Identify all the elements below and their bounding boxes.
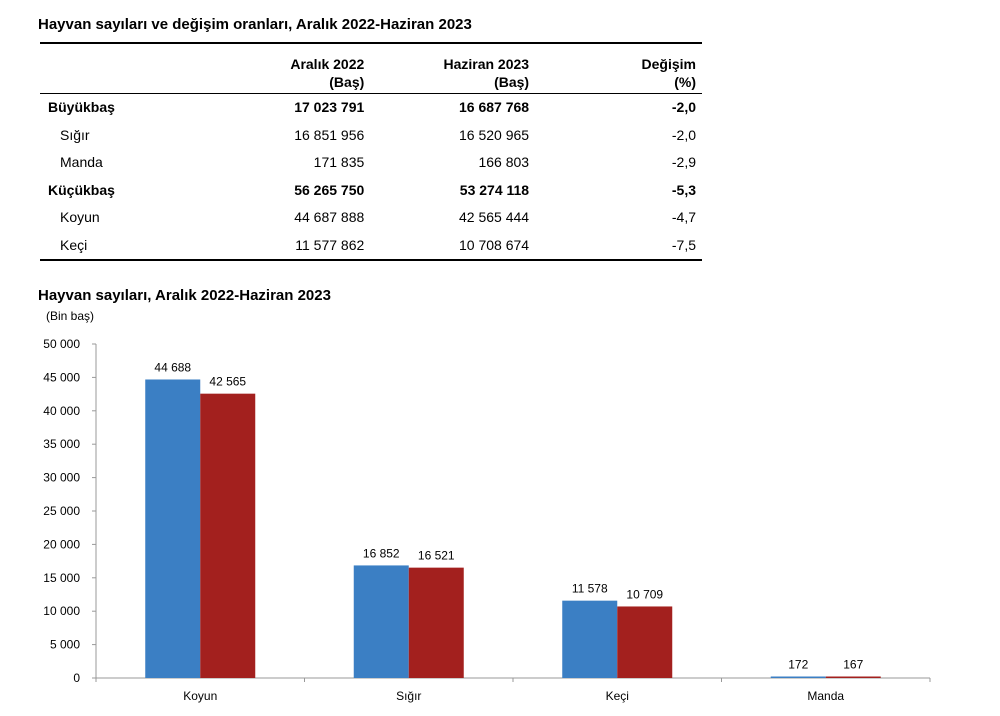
bar-value-label: 11 578 [572,582,608,596]
row-jun-2023: 10 708 674 [459,236,530,253]
header-change: Değişim (%) [535,43,702,94]
livestock-table: Aralık 2022 (Baş) Haziran 2023 (Baş) Değiş… [40,42,702,261]
row-name: Küçükbaş [48,181,115,198]
y-tick-label: 0 [73,671,80,685]
row-change: -2,0 [671,126,696,143]
row-dec-2022: 11 577 862 [295,236,365,253]
row-name: Sığır [60,126,90,143]
row-dec-2022: 171 835 [313,154,365,171]
header-jun-2023: Haziran 2023 (Baş) [370,43,536,94]
row-dec-2022: 56 265 750 [294,181,365,198]
row-change: -2,0 [671,99,696,116]
row-name: Büyükbaş [48,99,115,116]
bar [825,676,881,678]
row-change: -4,7 [671,209,696,226]
bar [562,600,618,678]
x-tick-label: Keçi [606,689,629,703]
y-tick-label: 50 000 [43,337,80,351]
row-dec-2022: 44 687 888 [294,209,365,226]
table-row: Manda 171 835 166 803 -2,9 [40,149,702,177]
y-tick-label: 25 000 [43,504,80,518]
bar [408,567,464,678]
row-name: Keçi [60,236,88,253]
table-row: Sığır 16 851 956 16 520 965 -2,0 [40,121,702,149]
bar-value-label: 172 [788,658,808,672]
table-row: Küçükbaş 56 265 750 53 274 118 -5,3 [40,176,702,204]
table-row: Keçi 11 577 862 10 708 674 -7,5 [40,231,702,260]
row-name: Koyun [60,209,100,226]
chart-title: Hayvan sayıları, Aralık 2022-Haziran 202… [38,287,331,304]
row-change: -7,5 [671,236,696,253]
bar-value-label: 16 852 [363,546,400,560]
table-row: Büyükbaş 17 023 791 16 687 768 -2,0 [40,93,702,121]
x-tick-label: Manda [807,689,844,703]
row-change: -2,9 [671,154,696,171]
header-dec-2022: Aralık 2022 (Baş) [239,43,371,94]
y-axis-label: (Bin baş) [46,309,94,323]
row-name: Manda [60,154,103,171]
bar-value-label: 44 688 [154,360,191,374]
table-row: Koyun 44 687 888 42 565 444 -4,7 [40,204,702,232]
row-dec-2022: 16 851 956 [294,126,365,143]
row-change: -5,3 [671,181,696,198]
bar-value-label: 42 565 [209,375,246,389]
row-jun-2023: 16 520 965 [459,126,530,143]
bar-chart: (Bin baş) 0 5 000 10 000 15 000 20 000 25 000 3… [43,309,931,703]
bar-value-label: 16 521 [418,549,455,563]
y-tick-label: 5 000 [50,638,80,652]
bar [145,379,201,678]
bar [617,606,673,678]
table-title: Hayvan sayıları ve değişim oranları, Ara… [38,16,472,33]
bar [353,565,409,678]
bar-value-label: 10 709 [626,587,663,601]
y-tick-label: 20 000 [43,537,80,551]
y-tick-label: 35 000 [43,437,80,451]
x-tick-label: Sığır [396,689,421,703]
table-header-row: Aralık 2022 (Baş) Haziran 2023 (Baş) Değiş… [40,43,702,94]
y-tick-label: 40 000 [43,404,80,418]
x-tick-label: Koyun [183,689,217,703]
y-tick-label: 45 000 [43,370,80,384]
row-jun-2023: 16 687 768 [459,99,530,116]
bar [770,676,826,678]
header-name [40,43,240,94]
y-tick-label: 30 000 [43,471,80,485]
row-dec-2022: 17 023 791 [294,99,365,116]
bar [200,393,256,678]
row-jun-2023: 42 565 444 [459,209,530,226]
row-jun-2023: 166 803 [478,154,530,171]
row-jun-2023: 53 274 118 [459,181,530,198]
y-tick-label: 15 000 [43,571,80,585]
y-tick-label: 10 000 [43,604,80,618]
bar-value-label: 167 [843,658,863,672]
